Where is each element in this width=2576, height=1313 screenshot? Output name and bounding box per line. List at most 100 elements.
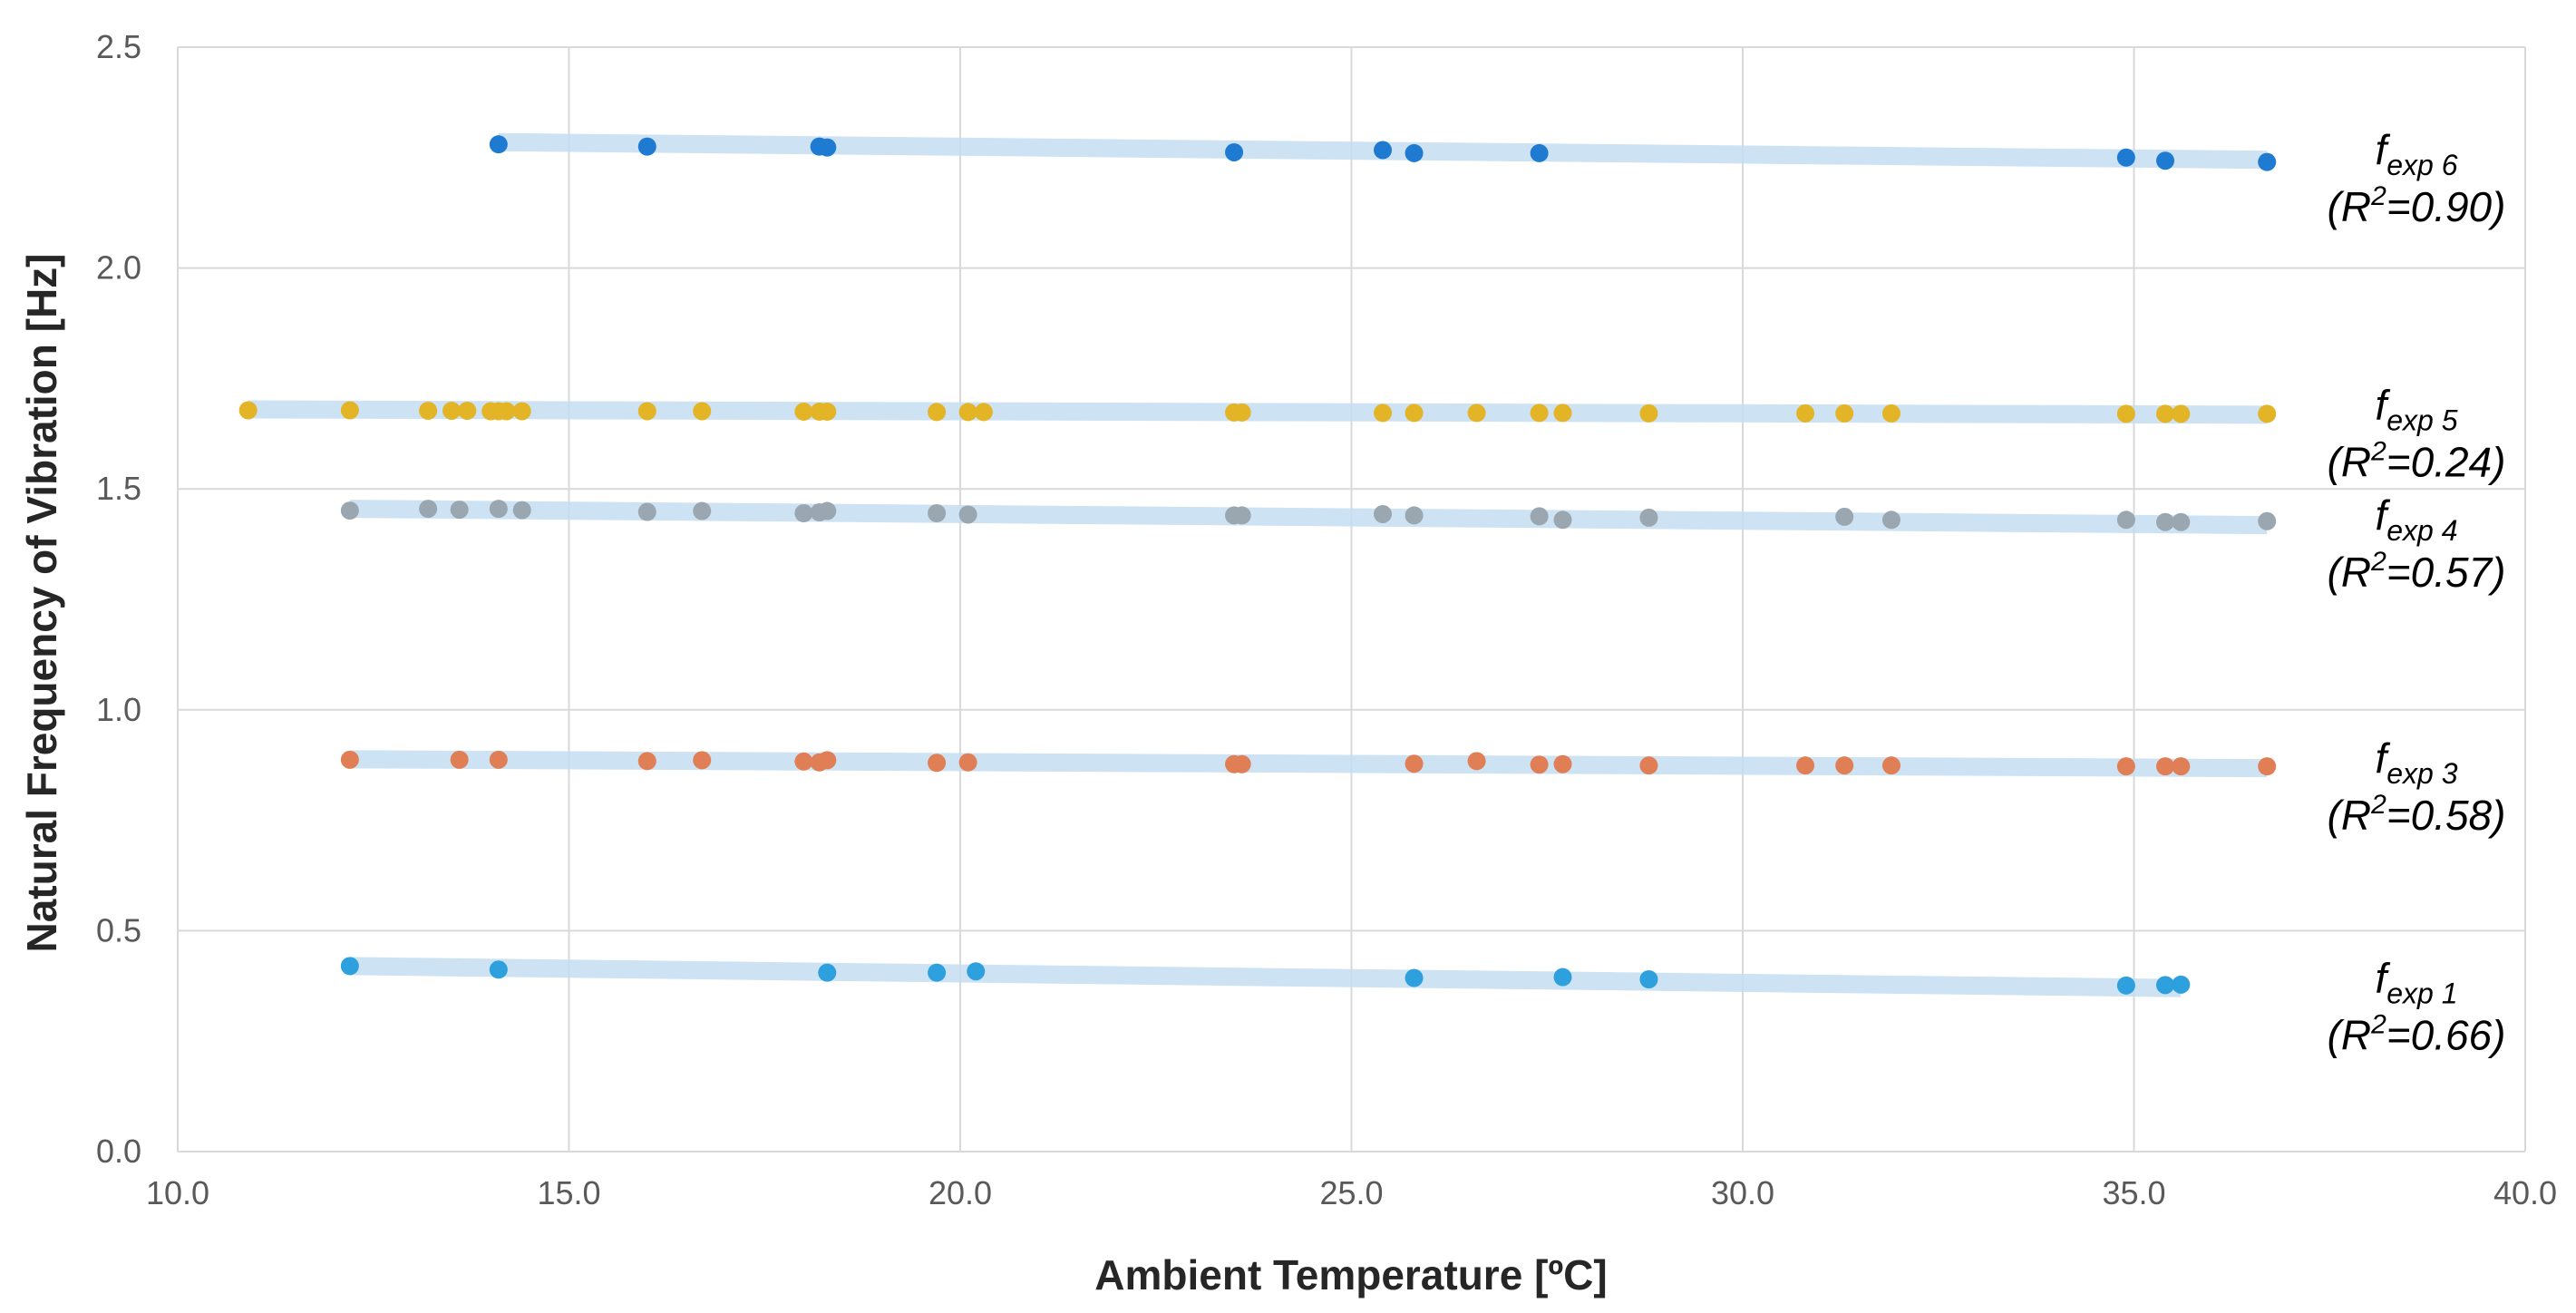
data-point [238,401,258,420]
series-label-base: f [2375,126,2390,173]
data-point [2156,151,2175,170]
series-r2: (R2=0.24) [2328,436,2506,485]
data-point [1553,968,1572,987]
data-point [1639,404,1658,423]
data-point [1639,508,1658,527]
series-label-subscript: exp 4 [2386,514,2457,547]
r2-open: (R [2328,549,2372,596]
series-r2: (R2=0.66) [2328,1010,2506,1059]
tick-labels: 10.0 15.0 20.0 25.0 30.0 35.0 40.0 0.0 0.5 1.0 1.5… [96,28,2557,1211]
series-label-base: f [2375,381,2390,428]
data-point [1881,756,1900,775]
data-point [928,963,947,982]
data-point [637,137,656,156]
data-point [2172,757,2191,776]
series-label-subscript: exp 3 [2386,757,2457,790]
data-point [489,960,508,979]
gridlines [177,46,2526,1153]
r2-superscript: 2 [2370,436,2386,466]
data-point [340,401,359,420]
r2-value: =0.90) [2386,183,2506,230]
series-label-base: f [2375,734,2390,782]
series-label-subscript: exp 5 [2386,404,2457,436]
data-point [794,752,813,771]
data-point [974,403,993,422]
data-point [2116,757,2135,776]
data-point [928,403,947,422]
data-point [512,402,531,421]
data-point [1530,404,1549,423]
data-point [1796,404,1815,423]
data-point [1374,141,1393,160]
data-point [1405,404,1424,423]
data-point [489,135,508,154]
data-point [1553,511,1572,530]
data-point [419,401,438,420]
data-point [2156,976,2175,995]
series-r2: (R2=0.58) [2328,790,2506,839]
data-point [489,750,508,769]
x-tick-label: 30.0 [1711,1174,1774,1211]
data-point [958,505,977,524]
y-tick-label: 1.0 [96,691,141,728]
data-point [2116,404,2135,423]
r2-value: =0.66) [2386,1012,2506,1059]
r2-open: (R [2328,438,2372,485]
data-point [958,753,977,772]
data-point [2156,757,2175,776]
data-point [2258,757,2277,776]
data-point [1405,506,1424,525]
data-point [1835,756,1854,775]
data-point [489,500,508,519]
data-point [419,500,438,519]
data-point [794,503,813,522]
data-point [818,138,837,157]
data-point [1405,143,1424,162]
r2-superscript: 2 [2370,181,2386,211]
series-label: fexp 4 [2375,491,2457,547]
data-point [2156,404,2175,423]
y-axis-title: Natural Frequency of Vibration [Hz] [18,253,65,952]
data-point [458,401,477,420]
data-point [928,754,947,773]
r2-open: (R [2328,183,2372,230]
data-point [442,401,462,420]
data-point [1225,142,1244,161]
y-tick-label: 0.5 [96,911,141,948]
trendline-fexp-3 [349,750,2268,778]
r2-value: =0.57) [2386,549,2506,596]
data-point [1467,404,1486,423]
series-annotations: fexp 6(R2=0.90)fexp 5(R2=0.24)fexp 4(R2=… [2328,126,2506,1059]
data-point [1553,404,1572,423]
data-point [2116,976,2135,995]
data-point [1835,507,1854,526]
data-point [2258,152,2277,171]
series-label: fexp 5 [2375,381,2457,436]
data-point [794,402,813,421]
data-point [1639,756,1658,775]
data-point [637,752,656,771]
x-tick-label: 40.0 [2493,1174,2557,1211]
series-r2: (R2=0.57) [2328,547,2506,596]
data-point [512,501,531,520]
data-point [1835,404,1854,423]
data-point [967,962,986,981]
x-tick-label: 10.0 [146,1174,209,1211]
data-point [1232,506,1251,525]
data-point [1232,754,1251,773]
data-point [2258,404,2277,423]
series-label-subscript: exp 6 [2386,149,2457,181]
data-point [818,751,837,770]
r2-superscript: 2 [2370,547,2386,577]
x-tick-label: 20.0 [928,1174,992,1211]
data-point [693,402,712,421]
r2-value: =0.58) [2386,792,2506,839]
data-point [1796,756,1815,775]
r2-value: =0.24) [2386,438,2506,485]
data-point [1553,754,1572,773]
r2-superscript: 2 [2370,1010,2386,1040]
data-point [958,403,977,422]
data-point [928,503,947,522]
